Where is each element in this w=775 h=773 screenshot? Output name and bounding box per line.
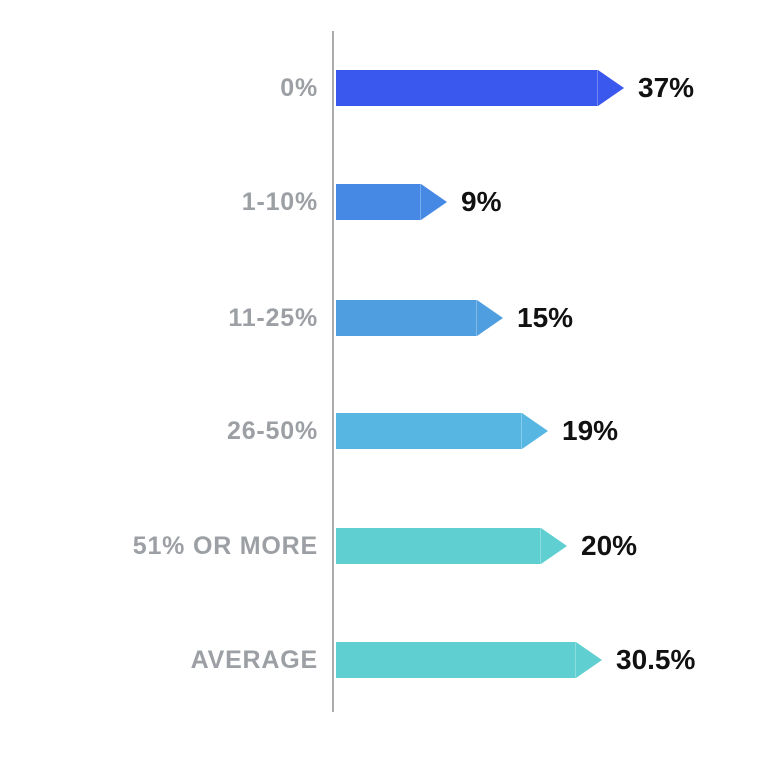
bar-arrow [336,642,602,678]
value-label: 37% [638,72,695,103]
vertical-axis-line [332,31,334,712]
bar-arrowhead-seam [597,70,598,106]
value-label: 30.5% [616,644,696,675]
value-label: 9% [461,186,502,217]
chart-row: 51% OR MORE 20% [0,528,775,564]
value-label: 19% [562,415,619,446]
category-label: 0% [280,74,318,102]
bar-arrow [336,70,624,106]
bar-arrowhead-seam [420,184,421,220]
value-label: 15% [517,302,574,333]
value-label: 20% [581,530,638,561]
category-label: 1-10% [241,188,318,216]
bar-arrow [336,184,447,220]
category-label: 51% OR MORE [132,532,318,560]
category-label: 26-50% [227,417,318,445]
chart-row: 26-50% 19% [0,413,775,449]
bar-arrowhead-seam [521,413,522,449]
bar-arrow [336,528,567,564]
chart-row: 1-10% 9% [0,184,775,220]
chart-row: 11-25% 15% [0,300,775,336]
category-label: AVERAGE [190,646,318,674]
chart-row: 0% 37% [0,70,775,106]
bar-arrow [336,300,503,336]
bar-arrow [336,413,548,449]
category-label: 11-25% [228,304,318,332]
chart-row: AVERAGE 30.5% [0,642,775,678]
bar-arrowhead-seam [540,528,541,564]
bar-arrowhead-seam [476,300,477,336]
bar-arrowhead-seam [575,642,576,678]
